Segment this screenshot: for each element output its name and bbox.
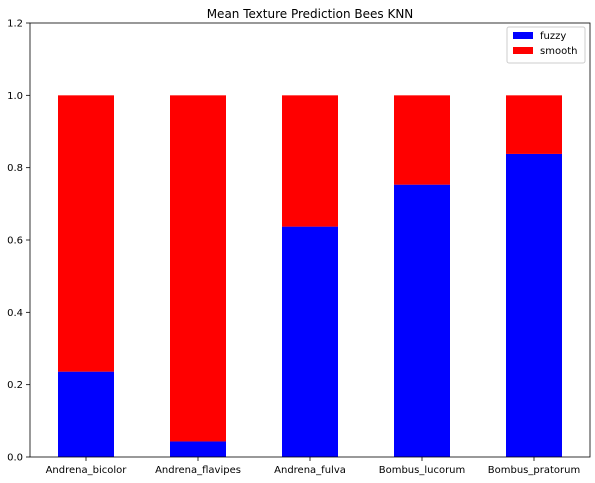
x-tick-label: Bombus_pratorum: [488, 465, 580, 476]
legend: fuzzy smooth: [506, 26, 586, 64]
bar-smooth-Bombus_pratorum: [506, 95, 562, 154]
y-tick-label: 1.0: [7, 91, 23, 102]
x-tick-label: Bombus_lucorum: [379, 465, 466, 476]
x-tick-label: Andrena_bicolor: [46, 465, 128, 476]
legend-swatch-smooth: [513, 47, 533, 54]
bar-smooth-Andrena_flavipes: [170, 95, 226, 442]
y-tick-label: 0.0: [7, 453, 23, 464]
y-tick-label: 0.2: [7, 380, 23, 391]
legend-label-smooth: smooth: [540, 46, 577, 57]
bar-smooth-Andrena_bicolor: [58, 95, 114, 372]
bar-fuzzy-Bombus_pratorum: [506, 153, 562, 457]
y-tick-label: 0.8: [7, 163, 23, 174]
bar-fuzzy-Andrena_flavipes: [170, 441, 226, 457]
bar-fuzzy-Andrena_bicolor: [58, 371, 114, 457]
y-tick-label: 0.4: [7, 308, 23, 319]
x-tick-label: Andrena_flavipes: [155, 465, 241, 476]
y-tick-label: 0.6: [7, 236, 23, 247]
bar-smooth-Andrena_fulva: [282, 95, 338, 227]
legend-swatch-fuzzy: [513, 32, 533, 39]
axes-layer: Andrena_bicolor Andrena_flavipes Andrena_f…: [7, 19, 591, 476]
bar-fuzzy-Bombus_lucorum: [394, 184, 450, 458]
legend-label-fuzzy: fuzzy: [540, 31, 566, 42]
chart-title: Mean Texture Prediction Bees KNN: [207, 7, 414, 21]
bars-layer: [58, 95, 562, 458]
y-tick-label: 1.2: [7, 19, 23, 30]
bar-fuzzy-Andrena_fulva: [282, 226, 338, 457]
bar-smooth-Bombus_lucorum: [394, 95, 450, 185]
x-tick-label: Andrena_fulva: [274, 465, 346, 476]
plot-frame: [29, 22, 591, 458]
